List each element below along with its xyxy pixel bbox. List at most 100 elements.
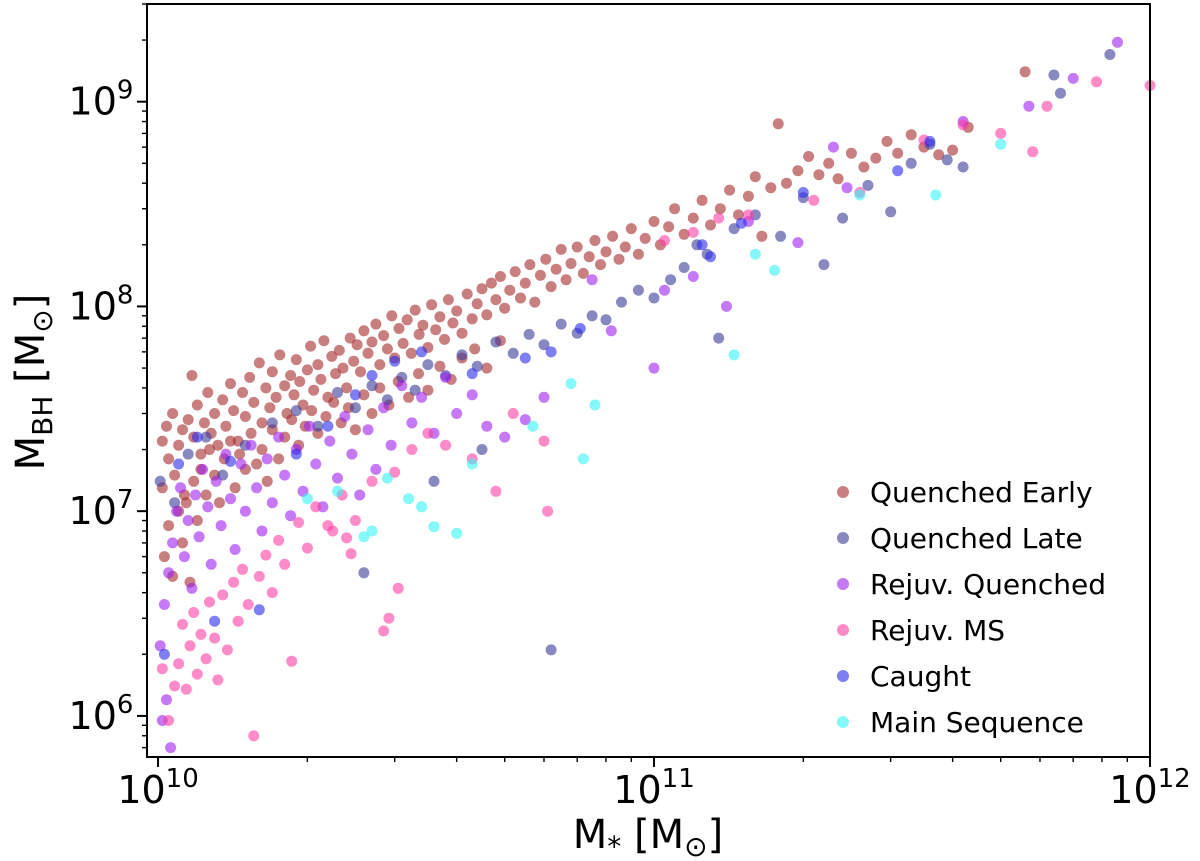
data-point (355, 366, 366, 378)
data-point (381, 343, 393, 355)
tick-base: 10 (117, 768, 165, 812)
data-point (485, 277, 497, 289)
data-point (406, 417, 418, 429)
data-point (204, 444, 215, 455)
data-point (772, 118, 784, 130)
data-point (191, 668, 203, 680)
x-tick-label: 1011 (613, 764, 694, 812)
data-point (184, 640, 196, 652)
data-point (358, 389, 370, 401)
data-point (366, 475, 378, 487)
data-point (422, 359, 434, 371)
data-point (320, 411, 332, 422)
data-point (217, 394, 229, 406)
data-point (286, 414, 298, 426)
data-point (422, 384, 434, 396)
legend-marker (837, 670, 849, 682)
data-point (577, 267, 589, 279)
data-point (687, 212, 699, 224)
data-point (724, 184, 736, 196)
data-point (639, 232, 651, 244)
data-point (234, 448, 246, 460)
tick-base: 10 (69, 694, 117, 738)
tick-exponent: 9 (117, 76, 134, 106)
tick-exponent: 7 (117, 485, 134, 515)
data-point (892, 147, 904, 159)
tick-base: 10 (69, 80, 117, 124)
data-point (322, 420, 334, 432)
data-point (555, 243, 567, 255)
data-point (471, 298, 483, 310)
data-point (273, 431, 285, 443)
data-point (648, 216, 660, 227)
data-points-layer (154, 36, 1156, 754)
data-point (210, 475, 222, 487)
tick-exponent: 11 (662, 764, 695, 794)
y-axis-label-unit-open: [M (8, 333, 54, 396)
data-point (616, 296, 627, 308)
data-point (288, 389, 300, 401)
data-point (905, 129, 917, 141)
data-point (256, 444, 268, 455)
data-point (416, 501, 428, 513)
data-point (378, 625, 390, 637)
data-point (393, 323, 405, 334)
y-axis-label-main: M (8, 436, 54, 471)
data-point (301, 542, 313, 554)
data-point (341, 382, 353, 394)
plot-frame (146, 3, 1151, 758)
data-point (301, 493, 313, 505)
data-point (304, 420, 315, 432)
data-point (339, 411, 351, 422)
data-point (542, 505, 554, 517)
data-point (158, 648, 170, 660)
data-point (225, 455, 236, 467)
data-point (253, 570, 265, 582)
data-point (749, 171, 761, 183)
data-point (797, 187, 809, 198)
data-point (440, 371, 452, 383)
data-point (163, 567, 175, 579)
data-point (251, 458, 263, 470)
data-point (519, 277, 531, 289)
data-point (163, 715, 175, 726)
data-point (416, 346, 428, 358)
data-point (346, 448, 358, 460)
data-point (832, 173, 844, 185)
x-tick-label: 1010 (117, 764, 198, 812)
data-point (841, 182, 853, 194)
legend: Quenched Early Quenched Late Rejuv. Quench… (837, 476, 1106, 739)
data-point (385, 439, 397, 451)
data-point (260, 382, 272, 394)
data-point (550, 263, 562, 275)
data-point (870, 152, 882, 164)
data-point (442, 294, 454, 306)
data-point (687, 271, 699, 282)
data-point (200, 653, 212, 665)
data-point (545, 281, 557, 293)
data-point (529, 296, 541, 308)
data-point (396, 380, 408, 392)
data-point (386, 310, 398, 322)
data-point (714, 203, 726, 215)
data-point (545, 644, 557, 656)
data-point (362, 347, 374, 359)
tick-exponent: 12 (1158, 764, 1191, 794)
data-point (837, 212, 849, 224)
data-point (235, 458, 247, 470)
data-point (239, 505, 251, 517)
data-point (270, 391, 282, 403)
data-point (191, 431, 203, 443)
data-point (1048, 69, 1060, 81)
data-point (430, 324, 442, 336)
data-point (190, 489, 201, 501)
data-point (178, 551, 190, 563)
data-point (293, 517, 305, 528)
data-point (440, 439, 452, 451)
data-point (349, 424, 361, 436)
data-point (163, 453, 175, 465)
data-point (845, 147, 857, 159)
data-point (349, 389, 361, 401)
data-point (540, 253, 552, 265)
data-point (854, 189, 866, 201)
